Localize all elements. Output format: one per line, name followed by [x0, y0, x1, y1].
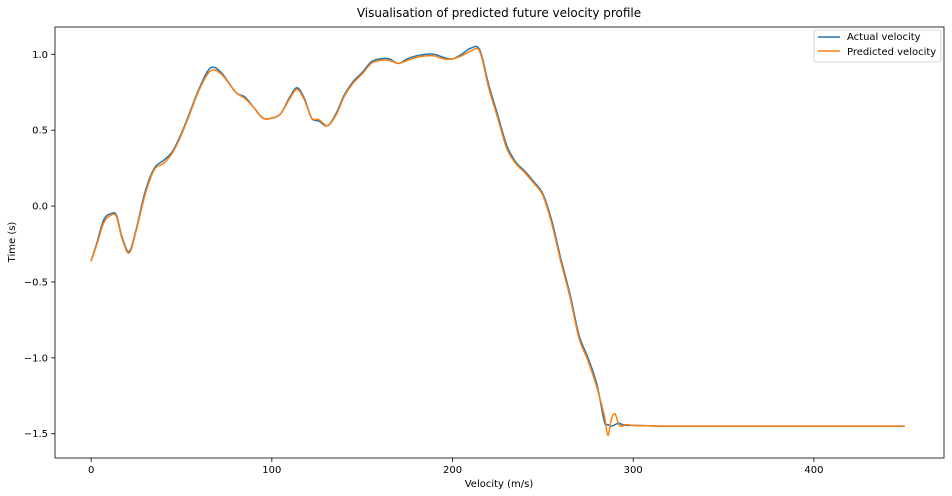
y-axis-ticks: −1.5 −1.0 −0.5 0.0 0.5 1.0	[24, 50, 55, 440]
x-axis-label: Velocity (m/s)	[465, 479, 534, 490]
y-tick-label: 1.0	[32, 50, 48, 61]
x-tick-label: 300	[624, 465, 643, 476]
y-tick-label: −0.5	[24, 277, 48, 288]
plot-area	[54, 26, 945, 459]
x-tick-label: 0	[88, 465, 94, 476]
x-tick-label: 400	[804, 465, 823, 476]
y-tick-label: −1.5	[24, 429, 48, 440]
y-tick-label: −1.0	[24, 353, 48, 364]
series-layer	[90, 45, 905, 436]
y-axis-label: Time (s)	[7, 222, 18, 264]
x-tick-label: 100	[262, 465, 281, 476]
legend-box	[813, 29, 942, 63]
legend: Actual velocity Predicted velocity	[813, 29, 942, 63]
x-tick-label: 200	[443, 465, 462, 476]
x-axis-ticks: 0 100 200 300 400	[88, 458, 823, 476]
chart-title: Visualisation of predicted future veloci…	[357, 6, 641, 20]
y-tick-label: 0.0	[32, 202, 48, 213]
legend-label-actual: Actual velocity	[847, 32, 921, 43]
y-tick-label: 0.5	[32, 126, 48, 137]
legend-label-predicted: Predicted velocity	[847, 47, 936, 58]
series-line-predicted	[90, 47, 905, 436]
